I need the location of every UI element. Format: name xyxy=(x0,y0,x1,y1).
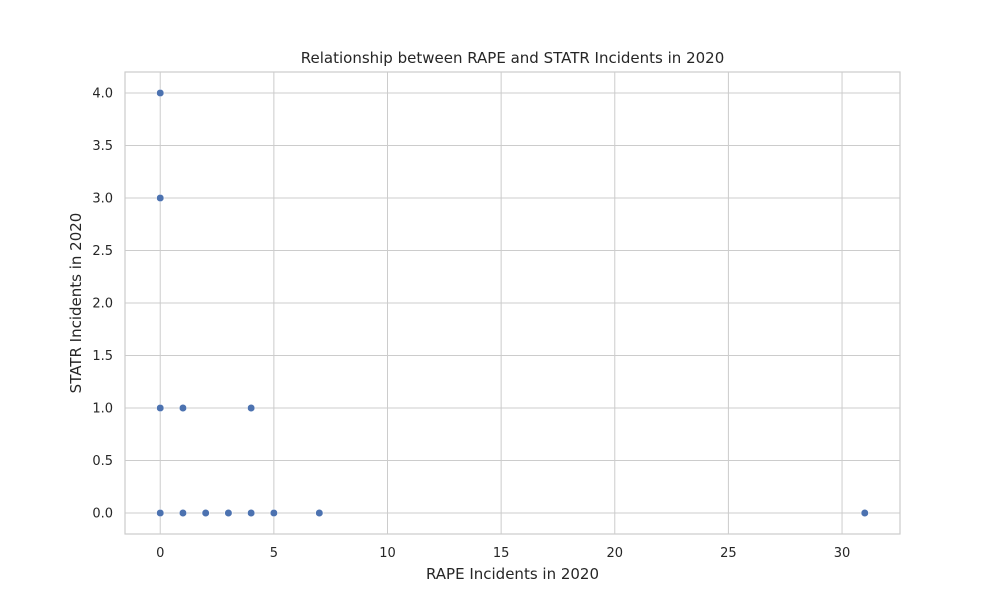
x-axis-label: RAPE Incidents in 2020 xyxy=(426,565,599,583)
x-tick-label: 0 xyxy=(156,546,164,561)
x-axis-ticks: 0 5 10 15 20 25 30 xyxy=(156,546,850,561)
scatter-point xyxy=(269,508,278,518)
data-points xyxy=(156,88,869,518)
y-axis-ticks: 0.0 0.5 1.0 1.5 2.0 2.5 3.0 3.5 4.0 xyxy=(92,87,113,522)
x-tick-label: 10 xyxy=(379,546,396,561)
grid xyxy=(125,72,900,534)
scatter-point xyxy=(156,88,165,98)
x-tick-label: 5 xyxy=(270,546,278,561)
y-tick-label: 2.0 xyxy=(92,297,113,312)
y-tick-label: 0.5 xyxy=(92,454,113,469)
y-tick-label: 1.5 xyxy=(92,349,113,364)
scatter-point xyxy=(156,193,165,203)
scatter-point xyxy=(201,508,210,518)
scatter-point xyxy=(315,508,324,518)
scatter-point xyxy=(178,403,188,413)
scatter-point xyxy=(156,403,165,413)
x-tick-label: 20 xyxy=(606,546,623,561)
scatter-point xyxy=(224,508,233,518)
y-axis-label: STATR Incidents in 2020 xyxy=(67,213,85,394)
chart-title: Relationship between RAPE and STATR Inci… xyxy=(301,49,725,67)
scatter-point xyxy=(178,508,188,518)
scatter-point xyxy=(247,508,256,518)
plot-frame xyxy=(124,71,901,535)
y-tick-label: 3.5 xyxy=(92,139,113,154)
scatter-point xyxy=(247,403,256,413)
y-tick-label: 3.0 xyxy=(92,192,113,207)
y-tick-label: 1.0 xyxy=(92,402,113,417)
scatter-point xyxy=(156,508,165,518)
y-tick-label: 0.0 xyxy=(92,507,113,522)
y-tick-label: 2.5 xyxy=(92,244,113,259)
scatter-point xyxy=(860,508,869,518)
x-tick-label: 25 xyxy=(720,546,737,561)
x-tick-label: 15 xyxy=(493,546,510,561)
x-tick-label: 30 xyxy=(834,546,851,561)
y-tick-label: 4.0 xyxy=(92,87,113,102)
